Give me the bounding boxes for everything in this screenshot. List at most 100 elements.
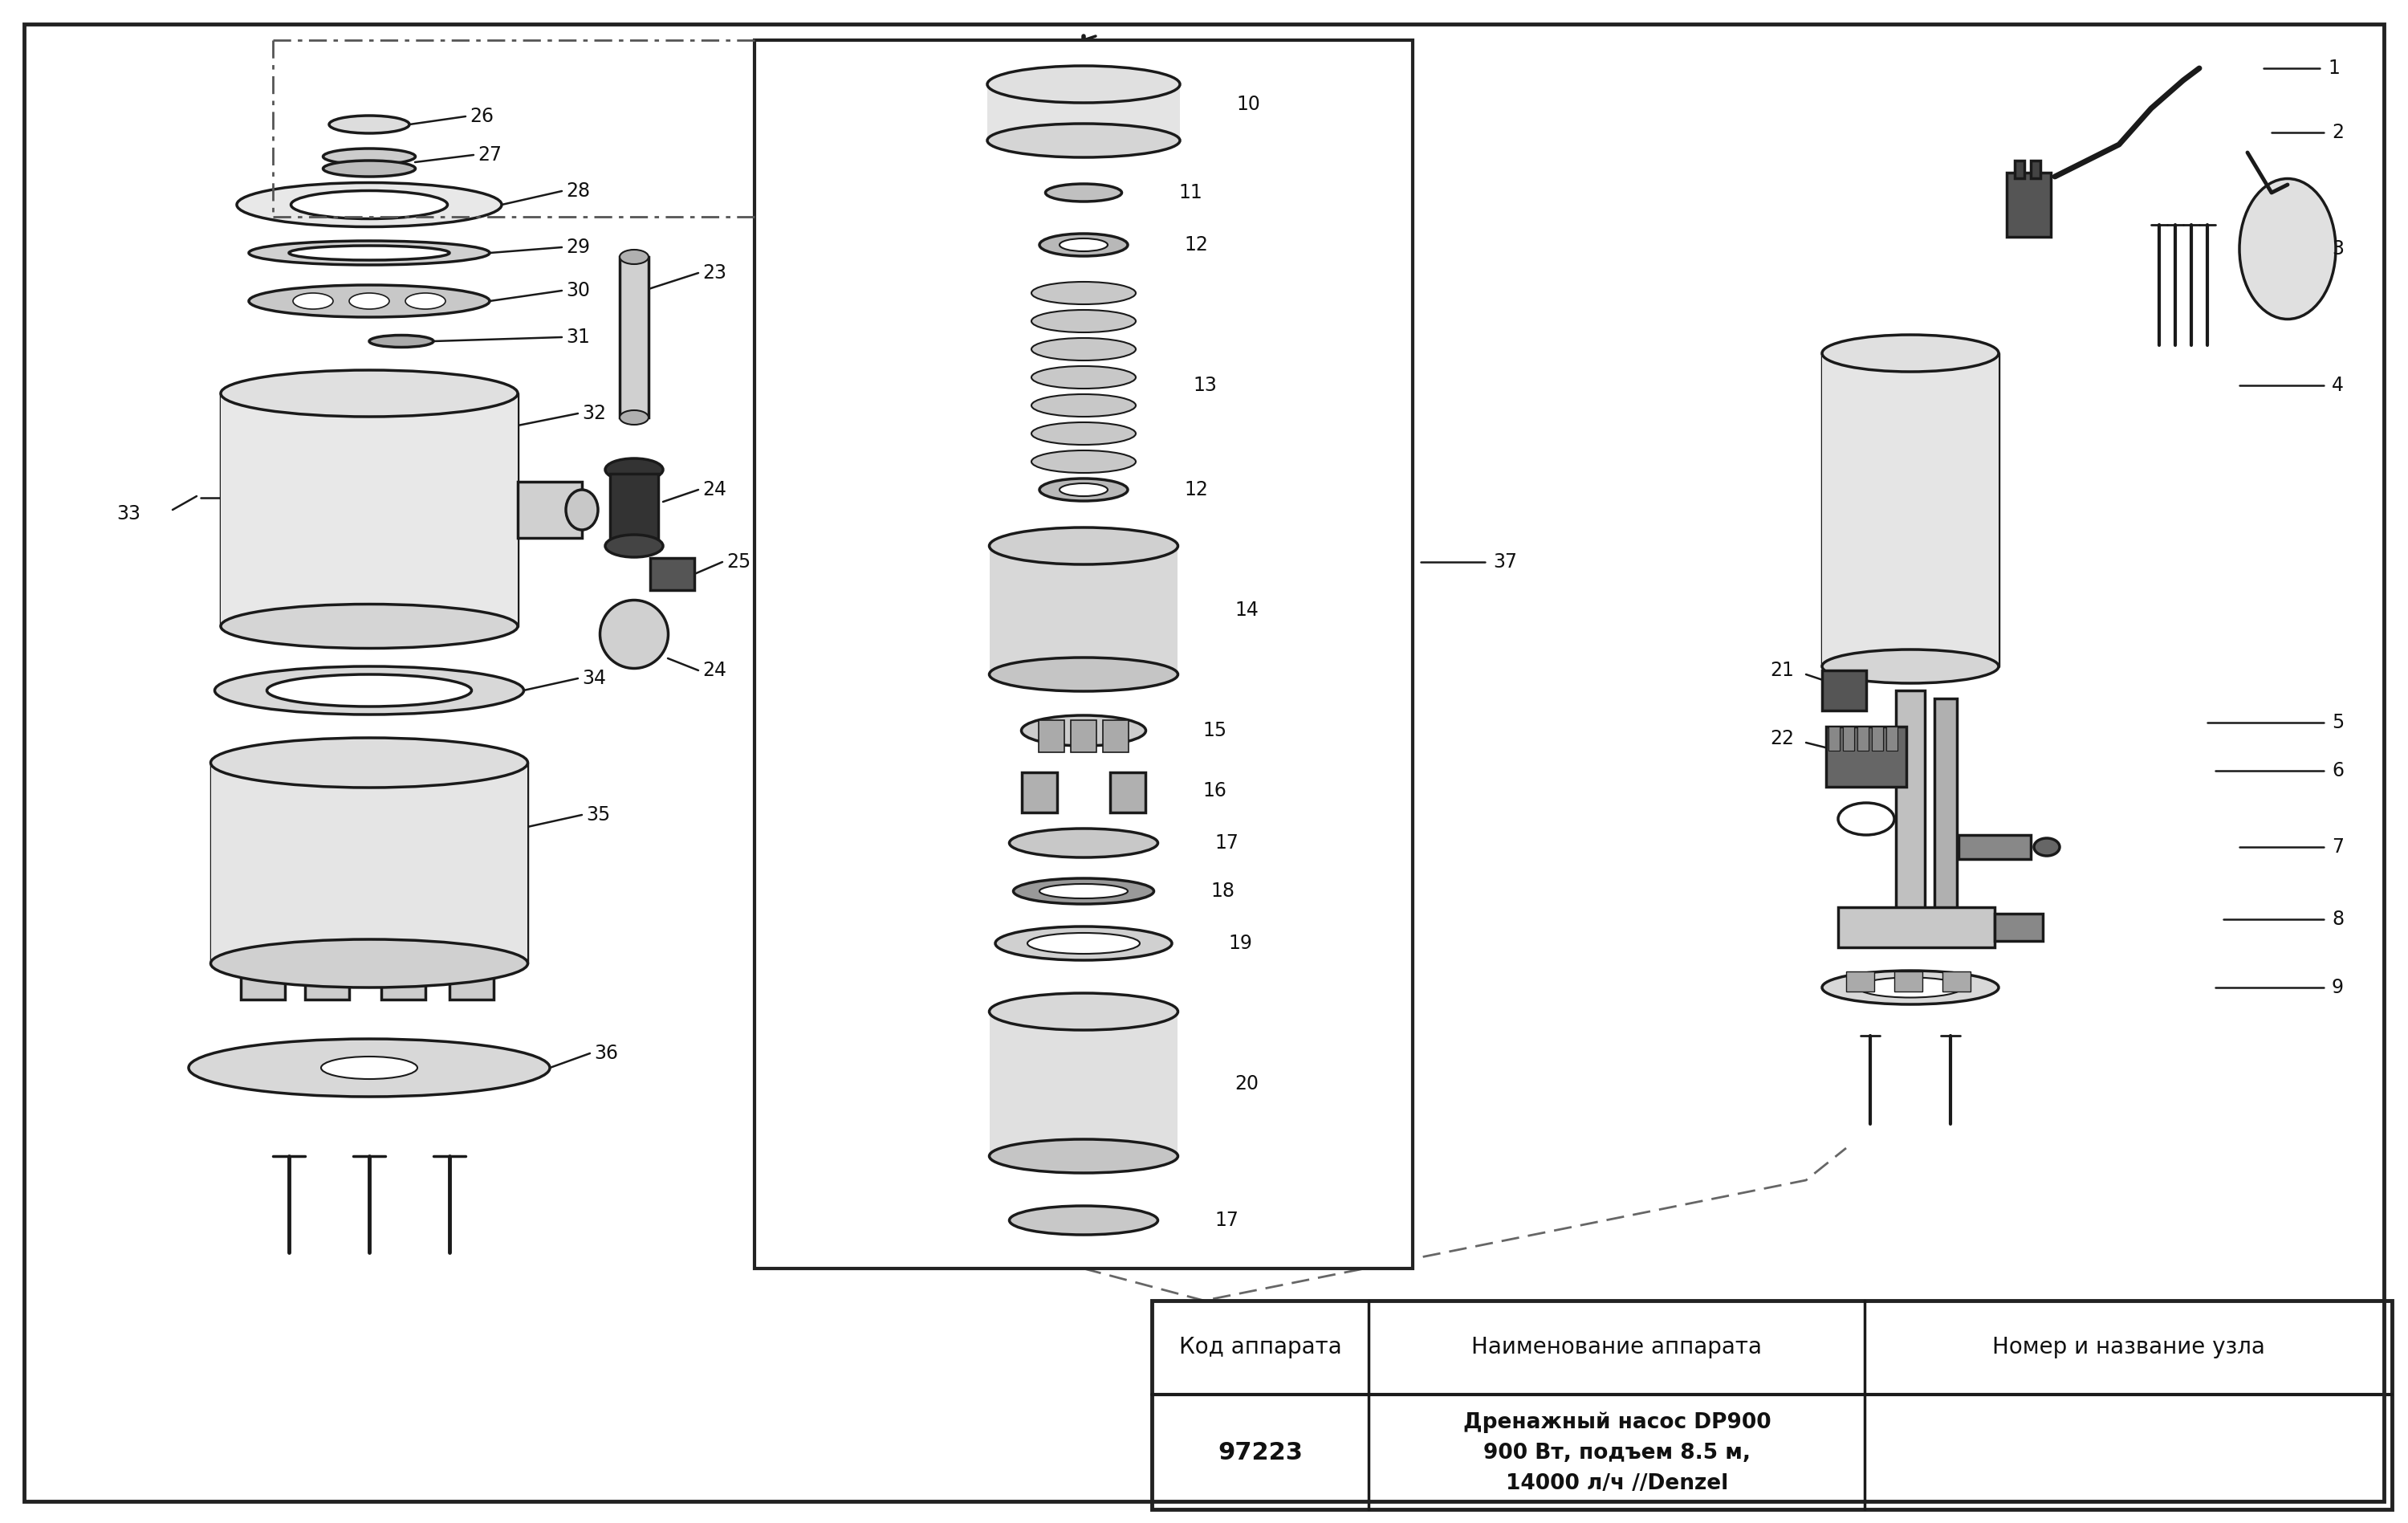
Ellipse shape: [990, 658, 1178, 691]
Text: 18: 18: [1211, 882, 1235, 900]
Text: 24: 24: [703, 480, 727, 500]
Ellipse shape: [619, 410, 648, 425]
Bar: [990, 545, 1178, 675]
Bar: [1847, 972, 1873, 991]
Ellipse shape: [1040, 233, 1127, 256]
Text: Дренажный насос DP900
900 Вт, подъем 8.5 м,
14000 л/ч //Denzel: Дренажный насос DP900 900 Вт, подъем 8.5…: [1464, 1412, 1770, 1494]
Text: 1: 1: [2329, 58, 2341, 78]
Text: 26: 26: [470, 107, 494, 126]
Text: 27: 27: [477, 145, 501, 164]
Ellipse shape: [2035, 838, 2059, 856]
Bar: [212, 763, 527, 964]
Ellipse shape: [1823, 649, 1999, 684]
Ellipse shape: [987, 123, 1180, 157]
Ellipse shape: [566, 490, 597, 530]
Ellipse shape: [604, 458, 662, 481]
Bar: [1103, 720, 1129, 752]
Ellipse shape: [1045, 184, 1122, 201]
Ellipse shape: [604, 535, 662, 557]
Text: 28: 28: [566, 181, 590, 201]
Ellipse shape: [368, 335, 433, 347]
Bar: [1837, 908, 1994, 947]
Bar: [2015, 160, 2025, 178]
Ellipse shape: [1014, 879, 1153, 905]
Ellipse shape: [990, 993, 1178, 1030]
Ellipse shape: [248, 241, 489, 265]
Ellipse shape: [990, 1139, 1178, 1173]
Bar: [1994, 914, 2042, 941]
Bar: [1021, 772, 1057, 812]
Bar: [1151, 1301, 2391, 1509]
Bar: [987, 84, 1180, 140]
Ellipse shape: [1040, 478, 1127, 501]
Text: 97223: 97223: [1218, 1441, 1303, 1465]
Bar: [306, 959, 349, 999]
Ellipse shape: [405, 292, 445, 309]
Bar: [650, 557, 694, 589]
Bar: [1038, 720, 1064, 752]
Text: 17: 17: [1214, 833, 1238, 853]
Ellipse shape: [291, 190, 448, 219]
Ellipse shape: [330, 116, 409, 134]
Text: 29: 29: [566, 238, 590, 257]
Text: 25: 25: [727, 553, 751, 571]
Ellipse shape: [1031, 338, 1137, 361]
Bar: [1885, 726, 1898, 751]
Bar: [1958, 835, 2030, 859]
Bar: [2030, 160, 2040, 178]
Ellipse shape: [1031, 451, 1137, 472]
Text: Наименование аппарата: Наименование аппарата: [1471, 1336, 1763, 1359]
Ellipse shape: [236, 183, 501, 227]
Bar: [450, 959, 494, 999]
Bar: [222, 393, 518, 626]
Ellipse shape: [294, 292, 332, 309]
Ellipse shape: [320, 1057, 417, 1078]
Bar: [1825, 726, 1907, 787]
Text: 20: 20: [1235, 1074, 1259, 1094]
Bar: [619, 257, 648, 417]
Bar: [1871, 726, 1883, 751]
Text: 6: 6: [2331, 762, 2343, 780]
Text: 4: 4: [2331, 376, 2343, 394]
Bar: [1943, 972, 1970, 991]
Text: 13: 13: [1192, 376, 1216, 394]
Text: 23: 23: [703, 263, 727, 283]
Bar: [990, 1011, 1178, 1156]
Ellipse shape: [1823, 970, 1999, 1004]
Text: 12: 12: [1185, 480, 1209, 500]
Ellipse shape: [1031, 309, 1137, 332]
Text: 9: 9: [2331, 978, 2343, 998]
Text: 33: 33: [116, 504, 140, 524]
Ellipse shape: [2239, 178, 2336, 320]
Ellipse shape: [1060, 239, 1108, 251]
Text: 15: 15: [1202, 720, 1226, 740]
Ellipse shape: [214, 667, 525, 714]
Bar: [1823, 670, 1866, 711]
Ellipse shape: [1009, 829, 1158, 857]
Ellipse shape: [289, 245, 450, 260]
Text: 19: 19: [1228, 934, 1252, 953]
Text: 16: 16: [1202, 781, 1226, 801]
Bar: [1072, 720, 1096, 752]
Text: 35: 35: [585, 806, 609, 824]
Bar: [2006, 172, 2052, 238]
Bar: [609, 474, 657, 545]
Text: 5: 5: [2331, 713, 2343, 733]
Ellipse shape: [1031, 282, 1137, 305]
Ellipse shape: [995, 926, 1173, 959]
Bar: [1895, 972, 1922, 991]
Text: Код аппарата: Код аппарата: [1180, 1336, 1341, 1359]
Bar: [1895, 690, 1924, 923]
Text: 10: 10: [1235, 94, 1259, 114]
Ellipse shape: [1031, 422, 1137, 445]
Bar: [1842, 726, 1854, 751]
Ellipse shape: [1060, 483, 1108, 496]
Ellipse shape: [212, 940, 527, 987]
Bar: [1823, 353, 1999, 667]
Text: 12: 12: [1185, 235, 1209, 254]
Ellipse shape: [188, 1039, 549, 1097]
Ellipse shape: [619, 250, 648, 263]
Ellipse shape: [349, 292, 390, 309]
Ellipse shape: [323, 160, 414, 177]
Ellipse shape: [212, 737, 527, 787]
